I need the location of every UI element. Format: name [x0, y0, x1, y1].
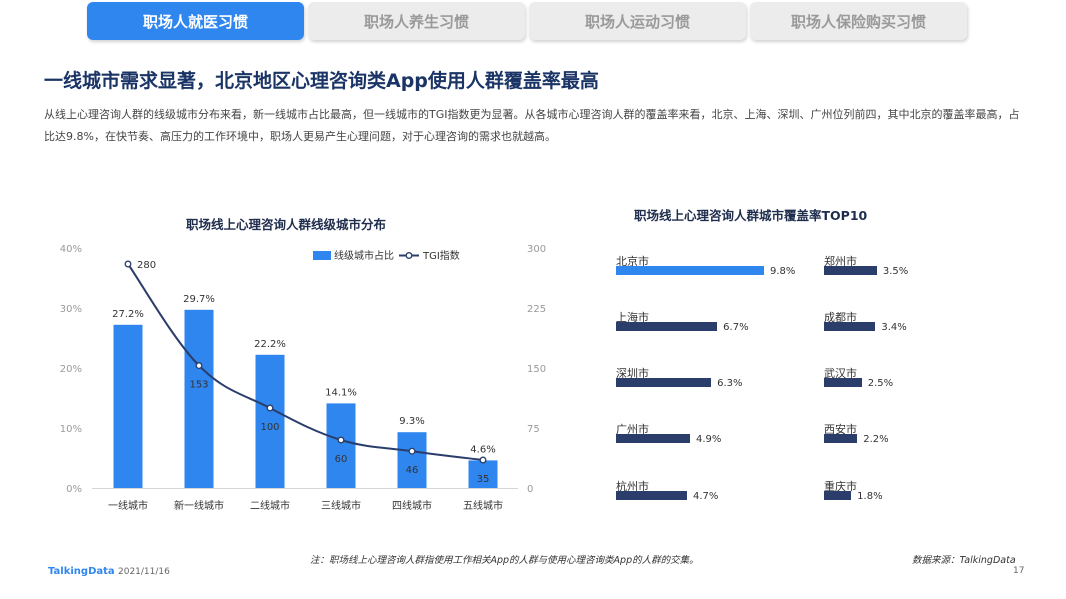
y-left-tick-label: 40% — [60, 244, 82, 255]
report-date: 2021/11/16 — [118, 567, 170, 577]
bar — [468, 460, 498, 488]
bar — [113, 324, 143, 488]
tgi-point — [195, 362, 203, 370]
tgi-point — [408, 447, 416, 455]
brand-logo: TalkingData — [48, 566, 115, 577]
city-coverage-value: 4.7% — [692, 491, 719, 502]
bar-value-label: 14.1% — [325, 387, 357, 398]
tgi-line — [127, 263, 484, 461]
city-coverage-bar — [616, 434, 690, 443]
city-name-label: 杭州市 — [616, 480, 649, 493]
category-label: 三线城市 — [321, 499, 361, 512]
tgi-value-label: 100 — [260, 422, 279, 433]
tgi-value-label: 153 — [189, 380, 208, 391]
category-label: 新一线城市 — [174, 499, 224, 512]
y-left-tick-label: 20% — [60, 364, 82, 375]
city-coverage-value: 3.5% — [882, 266, 909, 277]
city-coverage-bar — [616, 322, 718, 331]
bar — [184, 309, 214, 488]
bar-value-label: 27.2% — [112, 309, 144, 320]
bar-value-label: 29.7% — [183, 294, 215, 305]
tier-chart-title: 职场线上心理咨询人群线级城市分布 — [186, 217, 387, 232]
city-name-label: 重庆市 — [824, 480, 857, 493]
y-right-tick-label: 300 — [527, 244, 546, 255]
category-label: 四线城市 — [392, 499, 432, 512]
category-label: 一线城市 — [108, 499, 148, 512]
y-left-tick-label: 0% — [66, 484, 82, 495]
tgi-value-label: 60 — [335, 454, 348, 465]
city-coverage-bar — [616, 491, 687, 500]
tab-insurance-habits[interactable]: 职场人保险购买习惯 — [750, 2, 967, 40]
city-coverage-value: 6.3% — [717, 378, 743, 389]
tgi-point — [479, 456, 487, 464]
legend-line-marker — [405, 252, 413, 259]
city-coverage-value: 2.5% — [867, 378, 894, 389]
y-right-tick-label: 0 — [527, 484, 533, 495]
tab-health-habits[interactable]: 职场人养生习惯 — [308, 2, 525, 40]
tgi-point — [124, 260, 132, 268]
city-name-label: 北京市 — [616, 255, 649, 268]
city-coverage-bar — [824, 266, 877, 275]
data-source: 数据来源：TalkingData — [912, 555, 1016, 566]
city-coverage-bar — [616, 266, 764, 275]
y-left-tick-label: 30% — [60, 304, 82, 315]
city-name-label: 广州市 — [616, 423, 649, 436]
tab-bar: 职场人就医习惯 职场人养生习惯 职场人运动习惯 职场人保险购买习惯 — [87, 2, 967, 40]
tgi-point — [266, 404, 274, 412]
city-name-label: 西安市 — [824, 423, 857, 436]
city-name-label: 上海市 — [616, 311, 649, 324]
bar-value-label: 9.3% — [399, 416, 424, 427]
tgi-value-label: 35 — [477, 474, 490, 485]
page-number: 17 — [1013, 566, 1025, 576]
y-right-tick-label: 75 — [527, 424, 540, 435]
city-coverage-value: 1.8% — [857, 491, 883, 502]
bar — [255, 354, 285, 488]
city-coverage-value: 4.9% — [696, 434, 722, 445]
bar — [397, 432, 427, 488]
bar-value-label: 4.6% — [470, 444, 495, 455]
city-name-label: 武汉市 — [824, 367, 857, 380]
city-name-label: 深圳市 — [616, 367, 649, 380]
y-right-tick-label: 225 — [527, 304, 546, 315]
city-coverage-value: 9.8% — [770, 266, 796, 277]
city-coverage-bar — [616, 378, 712, 387]
city-coverage-value: 3.4% — [881, 322, 907, 333]
y-right-tick-label: 150 — [527, 364, 546, 375]
tgi-value-label: 46 — [406, 465, 419, 476]
city-coverage-bar — [824, 378, 862, 387]
city-coverage-bar — [824, 491, 852, 500]
page-description: 从线上心理咨询人群的线级城市分布来看，新一线城市占比最高，但一线城市的TGI指数… — [44, 108, 1020, 143]
top10-chart-title: 职场线上心理咨询人群城市覆盖率TOP10 — [634, 208, 868, 223]
tab-medical-habits[interactable]: 职场人就医习惯 — [87, 2, 304, 40]
category-label: 二线城市 — [250, 499, 290, 512]
city-name-label: 成都市 — [824, 311, 857, 324]
city-coverage-bar — [824, 434, 858, 443]
city-name-label: 郑州市 — [824, 255, 857, 268]
tgi-point — [337, 436, 345, 444]
city-coverage-value: 2.2% — [863, 434, 889, 445]
tab-exercise-habits[interactable]: 职场人运动习惯 — [529, 2, 746, 40]
city-coverage-value: 6.7% — [723, 322, 749, 333]
city-coverage-bar — [824, 322, 876, 331]
legend-bar-label: 线级城市占比 — [334, 249, 394, 262]
category-label: 五线城市 — [463, 499, 503, 512]
legend-bar-swatch — [313, 251, 331, 260]
footnote: 注：职场线上心理咨询人群指使用工作相关App的人群与使用心理咨询类App的人群的… — [310, 555, 699, 566]
bar — [326, 403, 356, 488]
legend-line-label: TGI指数 — [422, 249, 460, 262]
y-left-tick-label: 10% — [60, 424, 82, 435]
bar-value-label: 22.2% — [254, 339, 286, 350]
tgi-value-label: 280 — [137, 260, 156, 271]
page-headline: 一线城市需求显著，北京地区心理咨询类App使用人群覆盖率最高 — [44, 70, 599, 92]
